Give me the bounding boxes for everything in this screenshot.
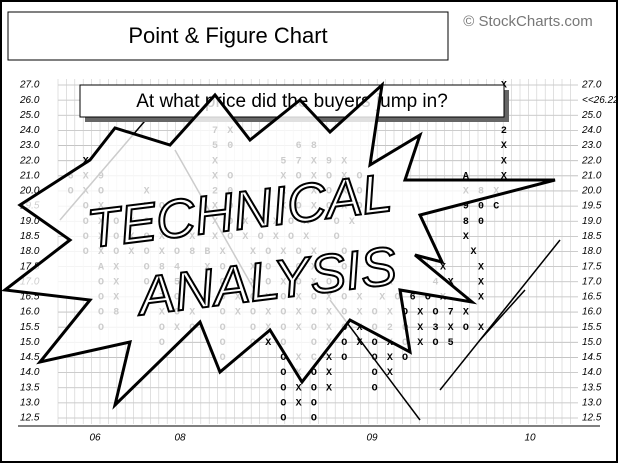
title: Point & Figure Chart <box>128 23 327 48</box>
right-scale-label: 25.0 <box>581 110 602 121</box>
left-scale-label: 12.5 <box>20 413 40 424</box>
x-label: 06 <box>89 433 101 444</box>
left-scale-label: 26.0 <box>19 95 40 106</box>
right-scale-label: <<26.22 <box>582 95 618 106</box>
right-scale-label: 17.0 <box>582 276 602 287</box>
right-scale-label: 16.0 <box>582 307 602 318</box>
left-scale-label: 25.0 <box>19 110 40 121</box>
right-scale-label: 15.5 <box>582 322 602 333</box>
pf-row: O X O <box>60 399 318 410</box>
right-scale-label: 12.5 <box>582 413 602 424</box>
pf-row: O O <box>60 414 318 425</box>
slide: X 4 X 3 7 X 2 5 <box>0 0 618 463</box>
right-scale-label: 24.0 <box>581 125 602 136</box>
right-scale-label: 18.0 <box>582 246 602 257</box>
right-scale-label: 21.0 <box>581 170 602 181</box>
left-scale-label: 24.0 <box>19 125 40 136</box>
left-scale-label: 23.0 <box>19 140 40 151</box>
right-scale-label: 13.0 <box>582 398 602 409</box>
x-label: 10 <box>524 433 536 444</box>
x-label: 08 <box>174 433 186 444</box>
right-scale-label: 19.5 <box>582 201 602 212</box>
right-scale-label: 14.0 <box>582 367 602 378</box>
left-scale-label: 16.0 <box>20 307 40 318</box>
right-scale-label: 17.5 <box>582 261 602 272</box>
left-scale-label: 18.5 <box>20 231 40 242</box>
left-scale-label: 13.0 <box>20 398 40 409</box>
left-scale-label: 13.5 <box>20 382 40 393</box>
left-scale-label: 15.5 <box>20 322 40 333</box>
left-scale-label: 18.0 <box>20 246 40 257</box>
pf-row: O X O X O X <box>60 368 394 379</box>
right-scale-label: 15.0 <box>582 337 602 348</box>
right-scale-label: 23.0 <box>581 140 602 151</box>
pf-row: O X O X O <box>60 383 379 394</box>
left-scale-label: 22.0 <box>19 155 40 166</box>
left-scale-label: 14.0 <box>20 367 40 378</box>
left-scale-label: 15.0 <box>20 337 40 348</box>
right-scale-label: 18.5 <box>582 231 602 242</box>
left-scale-label: 21.0 <box>19 170 40 181</box>
right-scale-label: 13.5 <box>582 382 602 393</box>
right-scale-label: 20.0 <box>581 186 602 197</box>
x-label: 09 <box>366 433 378 444</box>
right-scale-label: 22.0 <box>581 155 602 166</box>
right-scale-label: 16.5 <box>582 292 602 303</box>
left-scale-label: 27.0 <box>19 80 40 91</box>
watermark: © StockCharts.com <box>463 13 592 30</box>
right-scale-label: 14.5 <box>582 352 602 363</box>
right-scale-label: 27.0 <box>581 80 602 91</box>
left-scale-label: 14.5 <box>20 352 40 363</box>
right-scale-label: 19.0 <box>582 216 602 227</box>
